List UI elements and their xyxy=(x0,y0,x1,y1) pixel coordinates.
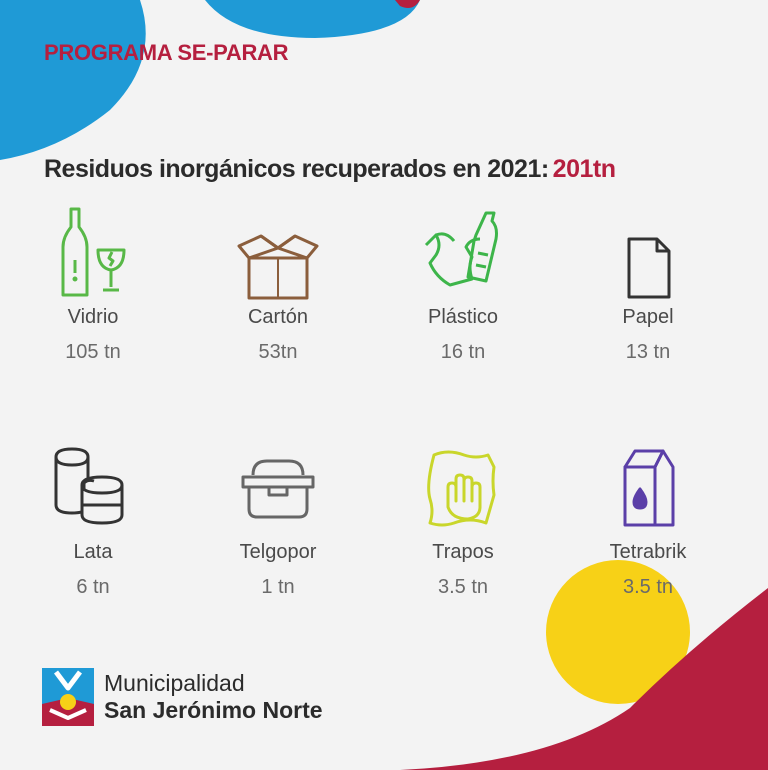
item-telgopor: Telgopor 1 tn xyxy=(193,445,363,599)
municipality-line2: San Jerónimo Norte xyxy=(104,697,323,723)
foam-container-icon xyxy=(241,459,315,519)
item-value: 13 tn xyxy=(625,341,671,363)
plastic-bag-bottle-icon xyxy=(424,211,498,287)
item-value: 3.5 tn xyxy=(437,576,489,598)
municipality-emblem-icon xyxy=(42,668,94,726)
item-name: Lata xyxy=(73,541,113,563)
paper-sheet-icon xyxy=(627,237,671,299)
blue-blob-top-left xyxy=(0,0,146,160)
item-name: Telgopor xyxy=(239,541,317,563)
red-blob-bottom-right xyxy=(400,588,768,770)
item-name: Tetrabrik xyxy=(609,541,687,563)
item-tetrabrik: Tetrabrik 3.5 tn xyxy=(563,445,733,599)
item-plastico: Plástico 16 tn xyxy=(378,205,548,364)
item-name: Plástico xyxy=(427,306,499,328)
item-value: 1 tn xyxy=(261,576,295,598)
glass-bottle-icon xyxy=(61,207,126,297)
item-carton: Cartón 53tn xyxy=(193,205,363,364)
item-name: Vidrio xyxy=(67,306,119,328)
item-vidrio: Vidrio 105 tn xyxy=(8,205,178,364)
item-value: 16 tn xyxy=(440,341,486,363)
cardboard-box-icon xyxy=(237,234,319,300)
headline: Residuos inorgánicos recuperados en 2021… xyxy=(44,155,616,184)
item-name: Trapos xyxy=(432,541,494,563)
item-trapos: Trapos 3.5 tn xyxy=(378,445,548,599)
item-papel: Papel 13 tn xyxy=(563,205,733,364)
blue-blob-top-center xyxy=(205,0,420,38)
red-blob-top-right xyxy=(395,0,420,8)
cans-icon xyxy=(54,447,124,525)
municipality-line1: Municipalidad xyxy=(104,670,245,696)
headline-text: Residuos inorgánicos recuperados en 2021… xyxy=(44,155,549,183)
item-name: Cartón xyxy=(247,306,309,328)
item-name: Papel xyxy=(622,306,674,328)
rag-hand-icon xyxy=(427,450,496,527)
item-value: 53tn xyxy=(258,341,298,363)
item-value: 3.5 tn xyxy=(622,576,674,598)
item-lata: Lata 6 tn xyxy=(8,445,178,599)
item-value: 105 tn xyxy=(65,341,121,363)
municipality-logo: Municipalidad San Jerónimo Norte xyxy=(42,668,323,726)
headline-total: 201tn xyxy=(552,155,616,183)
yellow-circle xyxy=(546,560,690,704)
item-value: 6 tn xyxy=(76,576,110,598)
program-title: PROGRAMA SE-PARAR xyxy=(44,40,289,65)
municipality-name: Municipalidad San Jerónimo Norte xyxy=(104,670,323,724)
tetrabrik-icon xyxy=(623,449,675,527)
